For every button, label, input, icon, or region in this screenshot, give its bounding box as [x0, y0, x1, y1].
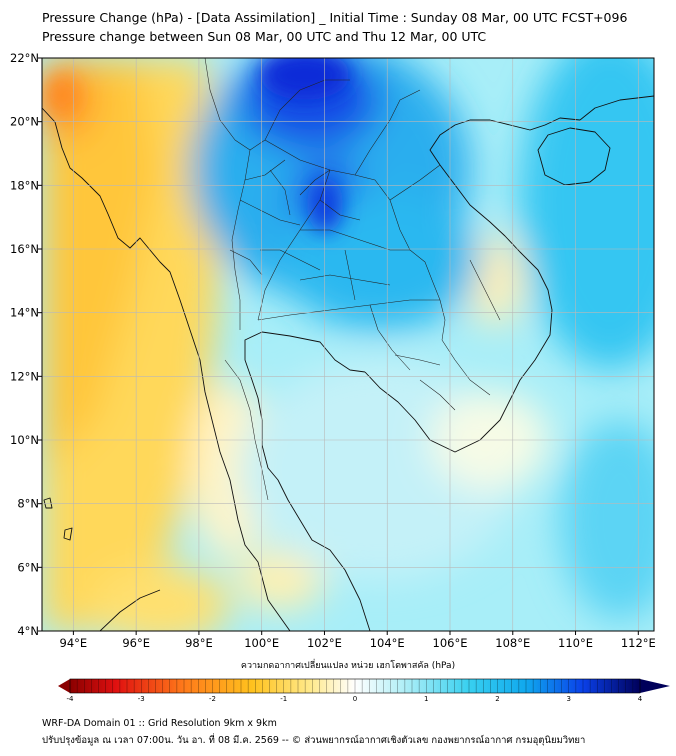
colorbar-tick-label: 3: [567, 695, 571, 703]
colorbar-tick-label: 2: [495, 695, 499, 703]
colorbar-tick-label: 0: [353, 695, 357, 703]
footer-update-info: ปรับปรุงข้อมูล ณ เวลา 07:00น. วัน อา. ที…: [42, 735, 586, 746]
lon-tick-label: 102°E: [307, 636, 342, 650]
colorbar-high-arrow: [640, 679, 670, 693]
lon-tick-label: 96°E: [122, 636, 150, 650]
colorbar-tick-label: -2: [209, 695, 216, 703]
lat-tick-label: 4°N: [17, 624, 39, 638]
colorbar-tick-label: 1: [424, 695, 428, 703]
colorbar-tick-label: -3: [138, 695, 145, 703]
pressure-field: [42, 58, 654, 631]
lon-tick-label: 106°E: [433, 636, 468, 650]
gridlines: [42, 58, 654, 631]
lon-tick-label: 110°E: [558, 636, 593, 650]
lon-tick-label: 100°E: [244, 636, 279, 650]
coastlines: [42, 95, 654, 631]
lat-tick-label: 20°N: [10, 115, 39, 129]
colorbar-title: ความกดอากาศเปลี่ยนแปลง หน่วย เฮกโตพาสคัล…: [241, 658, 455, 671]
lat-tick-label: 8°N: [17, 497, 39, 511]
colorbar-tick-label: -1: [280, 695, 287, 703]
lat-tick-label: 22°N: [10, 51, 39, 65]
lon-tick-label: 104°E: [370, 636, 405, 650]
lon-tick-label: 98°E: [185, 636, 213, 650]
axis-ticks: 94°E 96°E 98°E 100°E 102°E 104°E 106°E 108°E 110…: [10, 51, 656, 650]
colorbar-labels: -4 -3 -2 -1 0 1 2 3 4: [67, 695, 643, 703]
footer-model-info: WRF-DA Domain 01 :: Grid Resolution 9km …: [42, 718, 277, 729]
lat-tick-label: 18°N: [10, 178, 39, 192]
admin-borders: [204, 58, 501, 501]
lat-tick-label: 14°N: [10, 306, 39, 320]
map-title: Pressure Change (hPa) - [Data Assimilati…: [42, 10, 628, 25]
colorbar-tick-label: 4: [638, 695, 643, 703]
lat-tick-label: 16°N: [10, 242, 39, 256]
map-subtitle: Pressure change between Sun 08 Mar, 00 U…: [42, 29, 487, 44]
lon-tick-label: 112°E: [621, 636, 656, 650]
colorbar-low-arrow: [58, 679, 70, 693]
lon-tick-label: 108°E: [495, 636, 530, 650]
lat-tick-label: 6°N: [17, 560, 39, 574]
lon-tick-label: 94°E: [60, 636, 88, 650]
map-frame: [41, 57, 655, 632]
lat-tick-label: 12°N: [10, 369, 39, 383]
colorbar-tick-label: -4: [67, 695, 75, 703]
lat-tick-label: 10°N: [10, 433, 39, 447]
colorbar: [58, 678, 670, 694]
